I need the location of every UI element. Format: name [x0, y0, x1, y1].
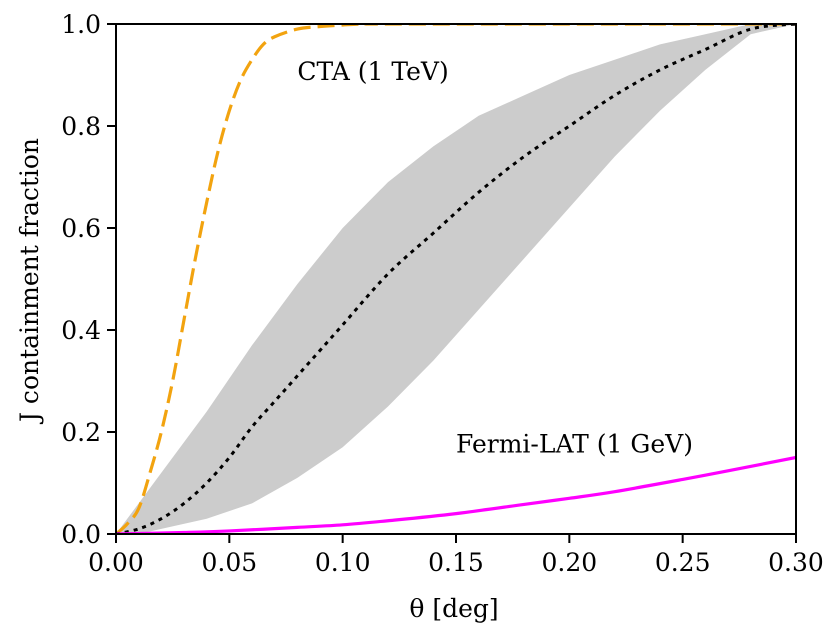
- y-tick-label: 0.0: [61, 520, 101, 549]
- y-axis-label: J containment fraction: [15, 138, 44, 425]
- series-line-median: [116, 24, 796, 534]
- x-tick-label: 0.00: [88, 548, 144, 577]
- x-tick-label: 0.25: [655, 548, 711, 577]
- y-tick-label: 1.0: [61, 10, 101, 39]
- x-tick-label: 0.05: [201, 548, 257, 577]
- containment-band: [116, 24, 796, 534]
- y-tick-label: 0.8: [61, 112, 101, 141]
- series-line-fermi: [116, 455, 796, 534]
- x-tick-label: 0.10: [315, 548, 371, 577]
- y-tick-label: 0.6: [61, 214, 101, 243]
- y-tick-label: 0.4: [61, 316, 101, 345]
- annotation-fermi: Fermi-LAT (1 GeV): [456, 429, 693, 458]
- x-tick-label: 0.15: [428, 548, 484, 577]
- x-axis-label: θ [deg]: [409, 594, 498, 623]
- y-tick-label: 0.2: [61, 418, 101, 447]
- annotation-cta: CTA (1 TeV): [297, 57, 448, 86]
- x-tick-label: 0.20: [541, 548, 597, 577]
- axis-ticks: 0.00 0.05 0.10 0.15 0.20 0.25 0.30 0.0 0.2 0.4 0.6…: [61, 10, 824, 577]
- x-tick-label: 0.30: [768, 548, 824, 577]
